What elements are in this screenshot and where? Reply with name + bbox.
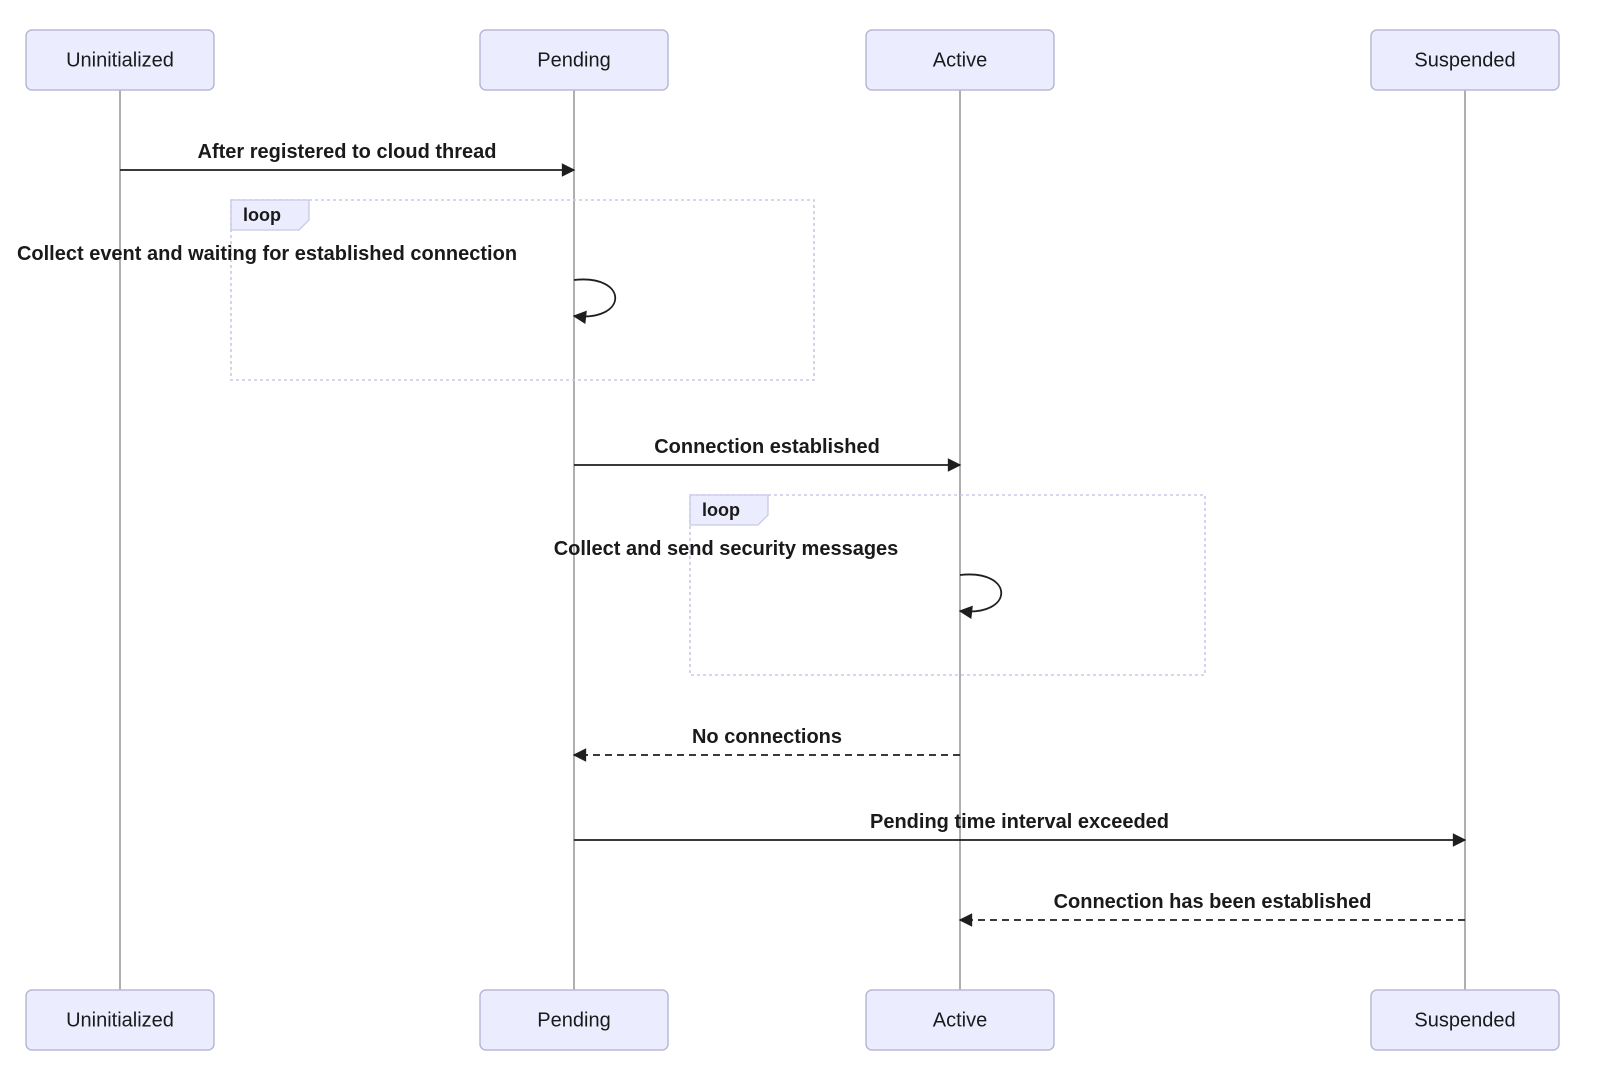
actor-label-suspended-top: Suspended [1414, 49, 1515, 71]
m2: Collect event and waiting for establishe… [17, 243, 615, 317]
actor-label-pending-top: Pending [537, 49, 610, 71]
m3: Connection established [574, 436, 960, 465]
m6: Pending time interval exceeded [574, 811, 1465, 840]
actor-label-active-bottom: Active [933, 1009, 987, 1031]
actor-suspended-bottom: Suspended [1371, 990, 1559, 1050]
actor-uninitialized-bottom: Uninitialized [26, 990, 214, 1050]
loop2-tag: loop [702, 500, 740, 520]
actor-label-uninitialized-bottom: Uninitialized [66, 1009, 174, 1031]
m4: Collect and send security messages [554, 538, 1002, 612]
m1: After registered to cloud thread [120, 141, 574, 170]
actor-pending-top: Pending [480, 30, 668, 90]
m2-label: Collect event and waiting for establishe… [17, 243, 517, 265]
m1-label: After registered to cloud thread [198, 141, 497, 163]
actor-suspended-top: Suspended [1371, 30, 1559, 90]
loop1: loop [231, 200, 814, 380]
actor-label-suspended-bottom: Suspended [1414, 1009, 1515, 1031]
sequence-diagram: loop loop After registered to cloud threa… [0, 0, 1602, 1087]
m7: Connection has been established [960, 891, 1465, 920]
m6-label: Pending time interval exceeded [870, 811, 1169, 833]
m5-label: No connections [692, 726, 842, 748]
actor-uninitialized-top: Uninitialized [26, 30, 214, 90]
actor-active-top: Active [866, 30, 1054, 90]
actor-label-uninitialized-top: Uninitialized [66, 49, 174, 71]
loop2: loop [690, 495, 1205, 675]
m4-label: Collect and send security messages [554, 538, 899, 560]
m7-label: Connection has been established [1054, 891, 1372, 913]
m3-label: Connection established [654, 436, 880, 458]
actor-label-active-top: Active [933, 49, 987, 71]
m5: No connections [574, 726, 960, 755]
actor-label-pending-bottom: Pending [537, 1009, 610, 1031]
actor-pending-bottom: Pending [480, 990, 668, 1050]
actor-active-bottom: Active [866, 990, 1054, 1050]
loop1-tag: loop [243, 205, 281, 225]
